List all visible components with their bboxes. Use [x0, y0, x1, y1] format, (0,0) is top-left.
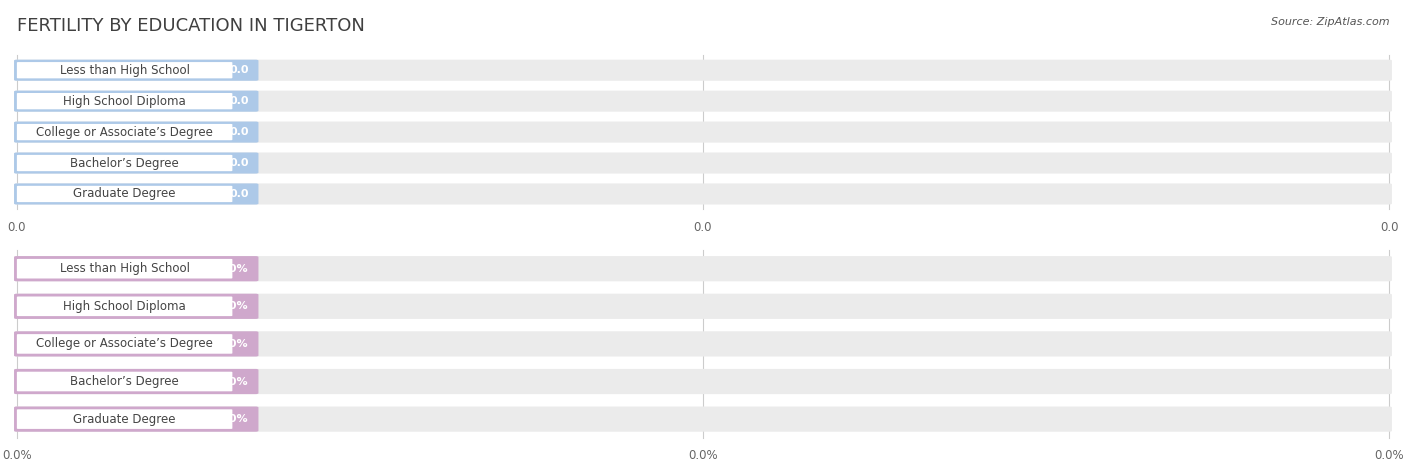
Text: 0.0: 0.0: [229, 127, 249, 137]
Text: 0.0%: 0.0%: [688, 449, 718, 462]
Text: Bachelor’s Degree: Bachelor’s Degree: [70, 375, 179, 388]
Text: High School Diploma: High School Diploma: [63, 95, 186, 108]
FancyBboxPatch shape: [14, 256, 1392, 281]
FancyBboxPatch shape: [14, 152, 259, 174]
FancyBboxPatch shape: [17, 124, 232, 140]
FancyBboxPatch shape: [14, 183, 259, 205]
Text: 0.0%: 0.0%: [218, 414, 249, 424]
Text: 0.0: 0.0: [1379, 221, 1399, 234]
Text: 0.0: 0.0: [7, 221, 27, 234]
FancyBboxPatch shape: [17, 62, 232, 79]
Text: 0.0%: 0.0%: [218, 264, 249, 274]
FancyBboxPatch shape: [14, 90, 1392, 112]
FancyBboxPatch shape: [17, 259, 232, 278]
Text: FERTILITY BY EDUCATION IN TIGERTON: FERTILITY BY EDUCATION IN TIGERTON: [17, 17, 364, 35]
Text: 0.0: 0.0: [693, 221, 713, 234]
Text: College or Associate’s Degree: College or Associate’s Degree: [37, 126, 214, 139]
FancyBboxPatch shape: [14, 294, 1392, 319]
FancyBboxPatch shape: [14, 60, 1392, 81]
FancyBboxPatch shape: [14, 152, 1392, 174]
FancyBboxPatch shape: [14, 183, 1392, 205]
Text: 0.0%: 0.0%: [218, 377, 249, 387]
FancyBboxPatch shape: [17, 93, 232, 109]
Text: High School Diploma: High School Diploma: [63, 300, 186, 313]
FancyBboxPatch shape: [14, 331, 1392, 357]
FancyBboxPatch shape: [14, 331, 259, 357]
Text: 0.0%: 0.0%: [1, 449, 32, 462]
FancyBboxPatch shape: [17, 155, 232, 171]
Text: 0.0: 0.0: [229, 158, 249, 168]
Text: Graduate Degree: Graduate Degree: [73, 413, 176, 426]
FancyBboxPatch shape: [14, 407, 259, 432]
FancyBboxPatch shape: [14, 407, 1392, 432]
FancyBboxPatch shape: [14, 256, 259, 281]
FancyBboxPatch shape: [14, 90, 259, 112]
FancyBboxPatch shape: [14, 369, 259, 394]
Text: 0.0%: 0.0%: [1374, 449, 1405, 462]
Text: 0.0: 0.0: [229, 96, 249, 106]
Text: 0.0: 0.0: [229, 189, 249, 199]
Text: Source: ZipAtlas.com: Source: ZipAtlas.com: [1271, 17, 1389, 27]
Text: 0.0%: 0.0%: [218, 301, 249, 311]
Text: Graduate Degree: Graduate Degree: [73, 188, 176, 200]
FancyBboxPatch shape: [17, 334, 232, 354]
FancyBboxPatch shape: [14, 294, 259, 319]
FancyBboxPatch shape: [14, 121, 1392, 143]
FancyBboxPatch shape: [14, 369, 1392, 394]
FancyBboxPatch shape: [17, 186, 232, 202]
FancyBboxPatch shape: [17, 409, 232, 429]
Text: Bachelor’s Degree: Bachelor’s Degree: [70, 157, 179, 169]
Text: Less than High School: Less than High School: [59, 262, 190, 275]
FancyBboxPatch shape: [17, 372, 232, 391]
FancyBboxPatch shape: [14, 60, 259, 81]
FancyBboxPatch shape: [14, 121, 259, 143]
Text: 0.0: 0.0: [229, 65, 249, 75]
FancyBboxPatch shape: [17, 297, 232, 316]
Text: College or Associate’s Degree: College or Associate’s Degree: [37, 337, 214, 350]
Text: 0.0%: 0.0%: [218, 339, 249, 349]
Text: Less than High School: Less than High School: [59, 64, 190, 77]
